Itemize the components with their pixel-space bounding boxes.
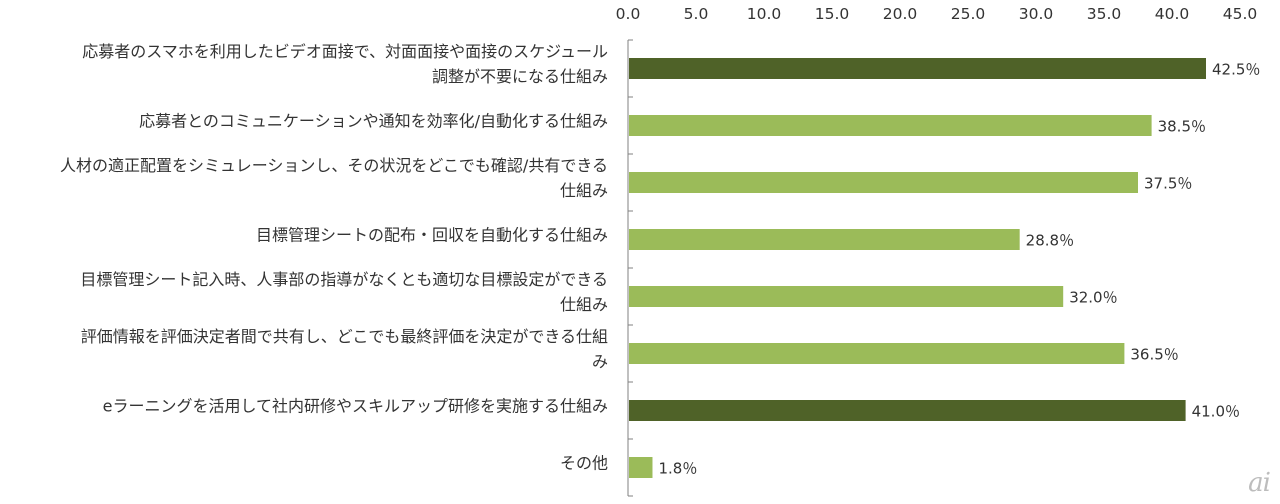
- x-tick-label: 15.0: [815, 5, 850, 23]
- bar: [629, 343, 1125, 364]
- data-label: 32.0％: [1069, 289, 1117, 307]
- bar: [629, 286, 1064, 307]
- category-label: 仕組み: [560, 295, 608, 314]
- category-label: 目標管理シート記入時、人事部の指導がなくとも適切な目標設定ができる: [80, 270, 608, 289]
- category-label: み: [592, 352, 608, 371]
- x-tick-label: 35.0: [1087, 5, 1122, 23]
- x-tick-label: 40.0: [1155, 5, 1190, 23]
- bar: [629, 229, 1020, 250]
- data-label: 38.5％: [1158, 118, 1206, 136]
- category-label: 目標管理シートの配布・回収を自動化する仕組み: [256, 226, 608, 245]
- category-label: その他: [560, 454, 608, 473]
- x-tick-label: 25.0: [951, 5, 986, 23]
- x-tick-label: 20.0: [883, 5, 918, 23]
- data-label: 37.5％: [1144, 175, 1192, 193]
- bar: [629, 58, 1206, 79]
- x-tick-label: 5.0: [684, 5, 709, 23]
- data-label: 28.8％: [1026, 232, 1074, 250]
- data-label: 36.5％: [1130, 346, 1178, 364]
- x-tick-label: 0.0: [616, 5, 641, 23]
- category-label: 応募者のスマホを利用したビデオ面接で、対面面接や面接のスケジュール: [82, 42, 608, 61]
- category-label: 調整が不要になる仕組み: [432, 67, 608, 86]
- x-tick-label: 45.0: [1223, 5, 1258, 23]
- data-label: 42.5％: [1212, 61, 1260, 79]
- category-label: 応募者とのコミュニケーションや通知を効率化/自動化する仕組み: [139, 112, 608, 131]
- category-label: 人材の適正配置をシミュレーションし、その状況をどこでも確認/共有できる: [60, 156, 608, 175]
- category-label: 評価情報を評価決定者間で共有し、どこでも最終評価を決定ができる仕組: [81, 327, 608, 346]
- bar: [629, 172, 1138, 193]
- category-label: 仕組み: [560, 181, 608, 200]
- x-tick-label: 30.0: [1019, 5, 1054, 23]
- data-label: 41.0％: [1192, 403, 1240, 421]
- bar: [629, 400, 1186, 421]
- bar: [629, 457, 653, 478]
- category-label: eラーニングを活用して社内研修やスキルアップ研修を実施する仕組み: [103, 397, 608, 416]
- watermark-logo: ai: [1248, 468, 1271, 498]
- data-label: 1.8％: [658, 460, 697, 478]
- bar: [629, 115, 1152, 136]
- x-tick-label: 10.0: [747, 5, 782, 23]
